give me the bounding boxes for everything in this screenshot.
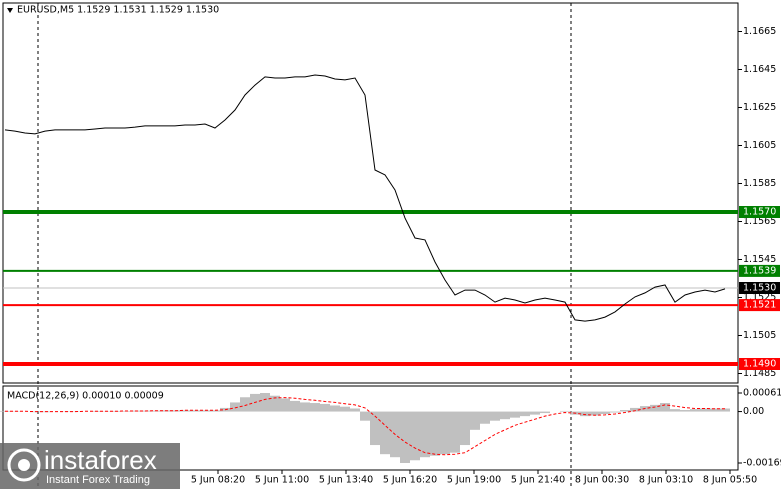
watermark-brand: instaforex <box>44 445 157 475</box>
histogram-bar <box>520 411 530 417</box>
main-panel <box>2 2 739 384</box>
y-tick-label: 1.1585 <box>743 178 776 189</box>
y-tick-label: 1.1605 <box>743 140 776 151</box>
signal-line <box>5 397 725 456</box>
histogram-bar <box>270 395 280 412</box>
histogram-bar <box>700 408 710 412</box>
histogram-bar <box>650 404 660 412</box>
y-tick-label: 1.1545 <box>743 254 776 265</box>
histogram-bar <box>720 408 730 412</box>
watermark-tagline: Instant Forex Trading <box>46 474 150 486</box>
level-label-bg <box>739 264 780 277</box>
watermark: instaforex Instant Forex Trading <box>0 443 180 489</box>
histogram-bar <box>510 411 520 418</box>
histogram-bar <box>530 411 540 415</box>
histogram-bar <box>210 410 220 412</box>
x-tick-label: 8 Jun 03:10 <box>639 475 693 486</box>
y-tick-label: -0.00169 <box>743 458 781 469</box>
x-tick-label: 5 Jun 13:40 <box>319 475 373 486</box>
price-line <box>4 74 726 322</box>
level-label: 1.1539 <box>743 265 776 276</box>
histogram-bar <box>470 411 480 430</box>
x-tick-label: 8 Jun 00:30 <box>575 475 629 486</box>
histogram-bar <box>230 402 240 412</box>
watermark-logo <box>18 459 30 471</box>
y-tick-label: 1.1645 <box>743 64 776 75</box>
y-tick-label: 1.1525 <box>743 292 776 303</box>
header-marker <box>7 8 13 13</box>
watermark-logo <box>7 448 41 482</box>
x-tick-label: 5 Jun 08:20 <box>191 475 245 486</box>
histogram-bar <box>670 409 680 412</box>
macd-title: MACD(12,26,9) 0.00010 0.00009 <box>7 391 164 402</box>
price-label-bg <box>739 282 780 294</box>
histogram-bar <box>460 411 470 446</box>
histogram-bar <box>240 397 250 412</box>
histogram-bar <box>480 411 490 424</box>
histogram-bar <box>580 411 590 417</box>
histogram-bar <box>600 411 610 414</box>
histogram-bar <box>370 411 380 446</box>
histogram-bar <box>400 411 410 463</box>
histogram-bar <box>360 411 370 421</box>
histogram-bar <box>680 410 690 412</box>
histogram-bar <box>280 398 290 412</box>
histogram-bar <box>590 411 600 416</box>
y-tick-label: 1.1625 <box>743 102 776 113</box>
histogram-bar <box>300 402 310 412</box>
histogram-bar <box>540 411 550 414</box>
histogram-bar <box>450 411 460 453</box>
histogram-bar <box>630 407 640 412</box>
level-label: 1.1521 <box>743 300 776 311</box>
x-tick-label: 5 Jun 16:20 <box>383 475 437 486</box>
histogram-bar <box>560 410 570 412</box>
histogram-bar <box>440 411 450 455</box>
x-tick-label: 5 Jun 11:00 <box>255 475 309 486</box>
histogram-bar <box>690 409 700 412</box>
histogram-bar <box>430 411 440 456</box>
histogram-bar <box>260 393 270 412</box>
level-label: 1.1570 <box>743 207 776 218</box>
histogram-bar <box>500 411 510 420</box>
histogram-bar <box>420 411 430 458</box>
x-tick-label: 5 Jun 19:00 <box>447 475 501 486</box>
level-label: 1.1490 <box>743 359 776 370</box>
price-label: 1.1530 <box>743 283 776 294</box>
y-tick-label: 1.1665 <box>743 26 776 37</box>
histogram-bar <box>620 410 630 412</box>
level-label-bg <box>739 299 780 312</box>
histogram-bar <box>410 411 420 461</box>
histogram-bar <box>290 400 300 412</box>
chart-title: EURUSD,M5 1.1529 1.1531 1.1529 1.1530 <box>17 5 219 16</box>
histogram-bar <box>190 410 200 412</box>
histogram-bar <box>200 410 210 412</box>
histogram-bar <box>710 408 720 412</box>
y-tick-label: 0.00061 <box>743 388 781 399</box>
y-tick-label: 1.1565 <box>743 216 776 227</box>
histogram-bar <box>380 411 390 455</box>
histogram-bar <box>350 408 360 412</box>
y-tick-label: 1.1485 <box>743 368 776 379</box>
histogram-bar <box>320 403 330 412</box>
histogram-bar <box>340 406 350 412</box>
histogram-bar <box>610 411 620 413</box>
level-label-bg <box>739 206 780 218</box>
histogram-bar <box>180 410 190 412</box>
x-tick-label: 8 Jun 05:50 <box>703 475 757 486</box>
histogram-bar <box>310 403 320 412</box>
y-tick-label: 1.1505 <box>743 330 776 341</box>
histogram-bar <box>330 405 340 412</box>
histogram-bar <box>490 411 500 421</box>
y-tick-label: 0.00 <box>743 406 764 417</box>
histogram-bar <box>660 403 670 412</box>
x-tick-label: 5 Jun 21:40 <box>511 475 565 486</box>
level-label-bg <box>739 358 780 370</box>
